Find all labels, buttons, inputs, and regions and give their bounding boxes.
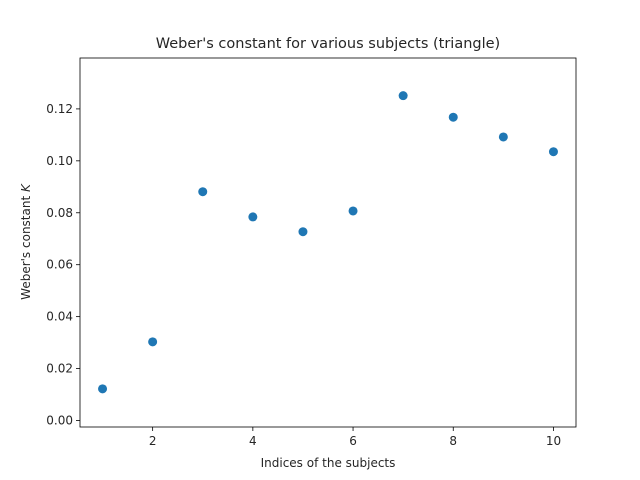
plot-frame (79, 57, 577, 428)
data-point (448, 112, 458, 122)
y-axis-title: Weber's constant K (19, 183, 33, 300)
plot-area: 2 4 6 8 10 0.00 0.02 0.04 0.06 0.08 0.10 0.12 (46, 57, 577, 448)
x-tick-label: 8 (449, 434, 457, 448)
data-point (98, 384, 108, 394)
x-tick-label: 2 (149, 434, 157, 448)
data-point (548, 147, 558, 157)
y-tick-label: 0.02 (46, 362, 73, 376)
y-axis-title-text: Weber's constant (19, 192, 33, 300)
x-tick-label: 4 (249, 434, 257, 448)
data-point (198, 187, 208, 197)
data-point (298, 227, 308, 237)
y-axis-title-symbol: K (19, 183, 33, 192)
y-tick-label: 0.00 (46, 414, 73, 428)
x-axis-title: Indices of the subjects (261, 456, 396, 470)
data-point (398, 91, 408, 101)
y-tick-label: 0.12 (46, 102, 73, 116)
x-tick-label: 6 (349, 434, 357, 448)
data-point (148, 337, 158, 347)
y-tick-label: 0.04 (46, 310, 73, 324)
y-tick-label: 0.10 (46, 154, 73, 168)
data-point (498, 132, 508, 142)
data-point (348, 206, 358, 216)
y-tick-label: 0.08 (46, 206, 73, 220)
y-tick-label: 0.06 (46, 258, 73, 272)
x-tick-label: 10 (546, 434, 561, 448)
data-point (248, 212, 258, 222)
chart-title: Weber's constant for various subjects (t… (156, 36, 500, 52)
